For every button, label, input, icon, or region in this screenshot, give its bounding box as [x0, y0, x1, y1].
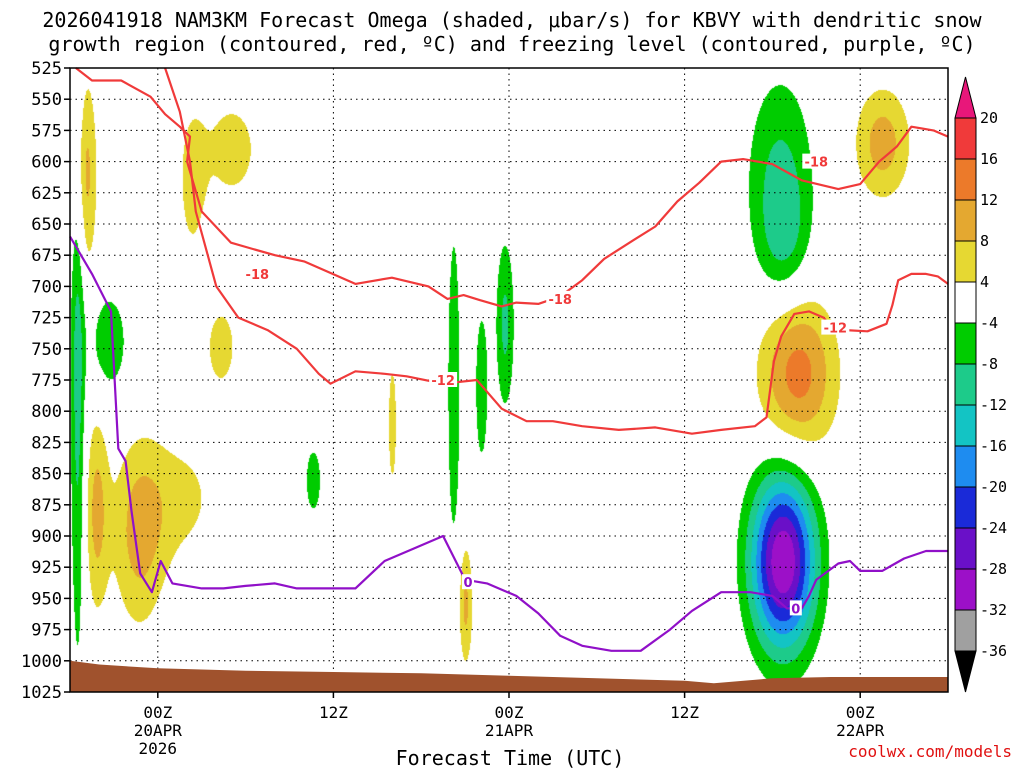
colorbar-label: -4: [980, 314, 998, 332]
colorbar-bin: [954, 117, 977, 160]
contour-label-bg: [462, 574, 475, 590]
temperature-contours: [69, 67, 949, 652]
colorbar-bin: [954, 281, 977, 324]
contour-labels: -18 -18 -18 -12 -12 0 0: [243, 153, 850, 617]
contour-label: 0: [464, 576, 473, 591]
y-tick-label: 875: [31, 496, 62, 516]
colorbar-bin: [954, 322, 977, 365]
contour-label-bg: [802, 153, 831, 169]
omega-colorbar: 20 16 12 8 4 -4 -8 -12 -16 -20 -24 -28 -32 -36: [954, 76, 1007, 693]
colorbar-label: -8: [980, 355, 998, 373]
contour-label-bg: [429, 372, 458, 387]
x-tick-label: 21APR: [485, 721, 534, 740]
terrain-ground: [70, 660, 948, 692]
x-tick-label: 00Z: [143, 703, 172, 722]
colorbar-bin: [954, 609, 977, 652]
colorbar-label: -28: [980, 560, 1007, 578]
y-tick-label: 750: [31, 340, 62, 360]
y-tick-label: 775: [31, 371, 62, 391]
colorbar-label: 8: [980, 232, 989, 250]
y-tick-label: 975: [31, 621, 62, 641]
x-tick-label: 12Z: [670, 703, 699, 722]
x-axis-label: Forecast Time (UTC): [396, 746, 625, 768]
contour-label-bg: [789, 600, 802, 616]
contour-label-bg: [821, 319, 850, 335]
colorbar-bin: [954, 363, 977, 406]
contour-line-1: [164, 67, 949, 435]
y-tick-label: 1025: [21, 683, 62, 703]
x-tick-label: 20APR: [134, 721, 183, 740]
chart-title-line2: growth region (contoured, red, ºC) and f…: [48, 32, 975, 56]
terrain-area: [70, 660, 948, 692]
y-tick-label: 800: [31, 402, 62, 422]
colorbar-bin-top: [954, 76, 977, 119]
colorbar-label: 20: [980, 109, 998, 127]
y-tick-label: 625: [31, 184, 62, 204]
y-tick-label: 850: [31, 465, 62, 485]
colorbar-label: -12: [980, 396, 1007, 414]
contour-line-2: [69, 235, 948, 652]
colorbar-label: 12: [980, 191, 998, 209]
y-tick-label: 575: [31, 121, 62, 141]
contour-label: -18: [246, 268, 270, 283]
contour-label: -12: [431, 374, 455, 389]
colorbar-label: 16: [980, 150, 998, 168]
x-tick-label: 12Z: [319, 703, 348, 722]
colorbar-bin: [954, 445, 977, 488]
colorbar-label: -32: [980, 601, 1007, 619]
colorbar-bin: [954, 404, 977, 447]
colorbar-bin: [954, 240, 977, 283]
y-tick-label: 900: [31, 527, 62, 547]
colorbar-label: -16: [980, 437, 1007, 455]
credit-text: coolwx.com/models: [848, 742, 1012, 761]
colorbar-label: -24: [980, 519, 1007, 537]
y-tick-label: 600: [31, 153, 62, 173]
contour-label: -18: [548, 293, 572, 308]
x-tick-label: 00Z: [846, 703, 875, 722]
y-tick-label: 650: [31, 215, 62, 235]
y-tick-label: 1000: [21, 652, 62, 672]
contour-label: 0: [791, 602, 800, 617]
y-tick-label: 925: [31, 558, 62, 578]
y-tick-label: 700: [31, 277, 62, 297]
pressure-axis: 525 550 575 600 625 650 675 700 725 750 775 800 825 8…: [21, 59, 70, 703]
contour-label: -18: [805, 156, 829, 171]
y-tick-label: 550: [31, 90, 62, 110]
x-tick-label: 2026: [139, 739, 178, 758]
contour-label-bg: [546, 290, 575, 306]
colorbar-bin: [954, 486, 977, 529]
colorbar-bin: [954, 199, 977, 242]
x-tick-label: 00Z: [495, 703, 524, 722]
colorbar-bin: [954, 568, 977, 611]
y-tick-label: 825: [31, 433, 62, 453]
x-tick-label: 22APR: [836, 721, 885, 740]
y-tick-label: 725: [31, 309, 62, 329]
colorbar-bin: [954, 527, 977, 570]
colorbar-label: -36: [980, 642, 1007, 660]
y-tick-label: 950: [31, 589, 62, 609]
colorbar-bin: [954, 158, 977, 201]
y-tick-label: 675: [31, 246, 62, 266]
colorbar-label: -20: [980, 478, 1007, 496]
contour-label-bg: [243, 265, 272, 281]
contour-label: -12: [824, 322, 848, 337]
y-tick-label: 525: [31, 59, 62, 79]
colorbar-bin-bottom: [954, 650, 977, 693]
chart-title-line1: 2026041918 NAM3KM Forecast Omega (shaded…: [42, 8, 982, 32]
colorbar-label: 4: [980, 273, 989, 291]
